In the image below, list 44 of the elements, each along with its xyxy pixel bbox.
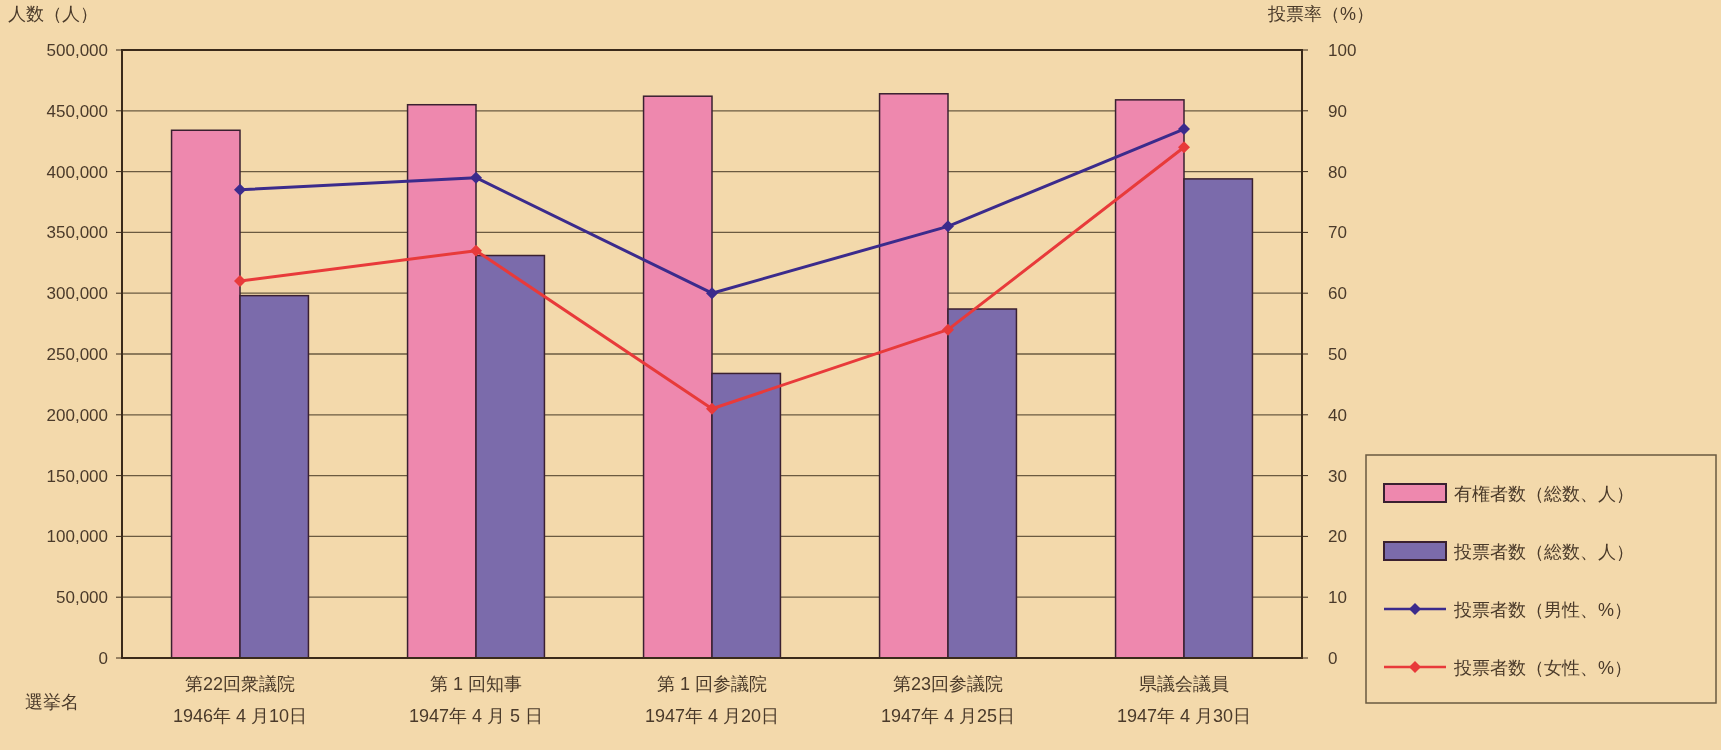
x-tick-label: 第 1 回知事 1947年 4 月 5 日 [408, 674, 544, 726]
legend-label: 有権者数（総数、人） [1454, 484, 1634, 504]
point [942, 220, 954, 233]
x-tick-label: 第 1 回参議院 1947年 4 月20日 [644, 674, 780, 726]
y-axis-title: 人数（人） [8, 4, 98, 24]
y-tick-label: 150,000 [46, 466, 108, 486]
y-tick-label: 200,000 [46, 405, 108, 425]
point [706, 402, 718, 415]
y2-tick-label: 20 [1328, 527, 1347, 547]
y-tick-label: 500,000 [46, 41, 108, 60]
y2-tick-label: 80 [1328, 162, 1347, 182]
y-tick-label: 400,000 [46, 162, 108, 182]
y2-tick-label: 50 [1328, 345, 1347, 364]
y2-tick-label: 10 [1328, 588, 1347, 608]
y-tick-label: 0 [98, 649, 108, 668]
legend-label: 投票者数（女性、%） [1453, 658, 1633, 678]
point [1178, 141, 1190, 154]
y2-tick-label: 40 [1328, 405, 1347, 425]
y2-axis-title: 投票率（%） [1267, 4, 1375, 24]
legend-label: 投票者数（男性、%） [1453, 600, 1633, 620]
y2-tick-label: 70 [1328, 223, 1347, 243]
point [470, 244, 482, 257]
y2-tick-label: 0 [1328, 649, 1338, 668]
y-tick-label: 50,000 [56, 588, 108, 608]
y-tick-label: 350,000 [46, 223, 108, 243]
point [470, 171, 482, 184]
y-tick-label: 100,000 [46, 527, 108, 547]
y2-tick-label: 100 [1328, 41, 1357, 60]
point [234, 275, 246, 288]
point [942, 323, 954, 336]
x-tick-label: 第22回衆議院 1946年 4 月10日 [172, 674, 308, 726]
x-tick-label: 第23回参議院 1947年 4 月25日 [880, 674, 1016, 726]
point [706, 287, 718, 300]
legend-label: 投票者数（総数、人） [1453, 542, 1634, 562]
y2-tick-label: 30 [1328, 466, 1347, 486]
y2-tick-label: 60 [1328, 284, 1347, 304]
x-axis-title: 選挙名 [25, 692, 79, 712]
x-tick-label: 県議会議員 1947年 4 月30日 [1116, 674, 1252, 726]
point [234, 183, 246, 196]
y2-tick-label: 90 [1328, 101, 1347, 121]
point [1178, 123, 1190, 136]
y-tick-label: 450,000 [46, 101, 108, 121]
y-tick-label: 300,000 [46, 284, 108, 304]
y-tick-label: 250,000 [46, 345, 108, 364]
